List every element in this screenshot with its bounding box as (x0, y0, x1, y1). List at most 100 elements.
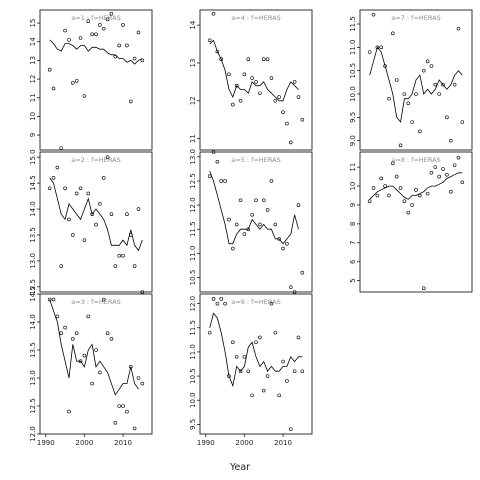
data-point (452, 82, 457, 87)
data-point (90, 32, 94, 37)
y-tick-label: 9.0 (349, 135, 357, 146)
y-tick-label: 12.0 (189, 296, 197, 312)
y-tick-label: 12.5 (189, 173, 197, 189)
panel-title: a=4 : f=HERAS (231, 14, 280, 22)
data-point (391, 31, 395, 36)
y-tick-label: 12.0 (29, 426, 37, 442)
y-tick-label: 10.5 (189, 368, 197, 384)
data-point (136, 376, 141, 380)
data-point (452, 163, 457, 168)
y-tick-label: 12 (189, 96, 197, 105)
panel-title: a=5 : f=HERAS (231, 156, 280, 164)
data-point (394, 78, 399, 82)
data-point (433, 82, 438, 87)
data-point (219, 57, 224, 61)
data-point (109, 212, 114, 217)
data-point (125, 43, 129, 48)
data-point (86, 191, 91, 196)
data-point (128, 99, 133, 104)
data-point (101, 297, 106, 302)
panel-title: a=7 : f=HERAS (391, 14, 440, 22)
y-tick-label: 9.5 (189, 419, 197, 430)
y-tick-label: 12 (29, 75, 37, 84)
data-point (238, 369, 243, 374)
data-point (67, 217, 71, 222)
data-point (63, 28, 67, 33)
data-point (285, 379, 289, 383)
data-point (82, 238, 87, 242)
data-point (113, 54, 118, 59)
data-point (300, 117, 305, 122)
data-point (94, 32, 98, 37)
panel-6: a=8 : f=HERAS 5 6 7 8 9 10 11 (349, 151, 473, 293)
data-point (74, 331, 79, 336)
panel-title: a=3 : f=HERAS (71, 298, 120, 306)
data-point (406, 101, 411, 106)
data-point (207, 174, 212, 178)
data-point (273, 222, 278, 227)
data-point (371, 186, 376, 190)
series-line (369, 172, 463, 200)
data-point (441, 82, 445, 87)
data-point (410, 120, 414, 124)
y-tick-label: 14.0 (29, 201, 37, 217)
data-point (59, 264, 64, 268)
panel-3: a=7 : f=HERAS 9.0 9.5 10.0 10.5 11.0 11.5 (349, 9, 473, 151)
panel-2: a=4 : f=HERAS 11 12 13 14 (189, 9, 313, 151)
data-point (261, 57, 266, 61)
data-point (215, 301, 220, 306)
y-tick-label: 11.5 (349, 16, 357, 32)
y-tick-label: 11 (349, 163, 357, 172)
data-point (109, 11, 114, 16)
data-point (383, 64, 387, 68)
data-point (387, 96, 391, 101)
data-point (429, 64, 434, 68)
data-point (460, 180, 465, 185)
data-point (387, 193, 391, 198)
data-point (456, 155, 461, 160)
data-point (101, 26, 106, 31)
series-line (369, 46, 463, 123)
data-point (398, 186, 403, 190)
y-tick-label: 14.0 (29, 314, 37, 330)
data-point (59, 146, 64, 150)
panel-border (39, 9, 153, 151)
y-tick-label: 11.5 (189, 320, 197, 336)
data-point (300, 369, 305, 374)
data-point (250, 76, 254, 80)
data-point (67, 38, 71, 42)
data-point (63, 186, 67, 191)
data-point (246, 227, 251, 232)
y-tick-label: 10 (29, 112, 37, 121)
data-point (418, 129, 422, 134)
y-tick-label: 8 (349, 222, 357, 226)
data-point (117, 43, 121, 48)
data-point (71, 336, 75, 341)
data-point (258, 222, 262, 227)
data-point (398, 143, 403, 148)
panel-title: a=1 : f=HERAS (71, 14, 120, 22)
data-point (265, 57, 270, 61)
data-point (231, 340, 235, 345)
data-point (78, 359, 83, 364)
panel-title: a=2 : f=HERAS (71, 156, 120, 164)
data-point (265, 374, 270, 378)
data-point (288, 285, 293, 289)
y-tick-label: 12.5 (29, 279, 37, 295)
y-tick-label: 13.0 (29, 253, 37, 269)
data-point (207, 38, 212, 43)
data-point (101, 176, 106, 180)
y-tick-label: 15 (29, 19, 37, 28)
data-point (113, 420, 118, 425)
y-tick-label: 10.0 (349, 86, 357, 102)
data-point (211, 150, 216, 154)
y-tick-label: 6 (349, 259, 357, 264)
data-point (277, 237, 281, 241)
data-point (86, 19, 91, 24)
data-point (215, 49, 220, 54)
y-tick-label: 10 (349, 182, 357, 191)
data-point (281, 110, 285, 114)
data-point (234, 83, 239, 88)
y-tick-label: 14 (29, 37, 37, 46)
